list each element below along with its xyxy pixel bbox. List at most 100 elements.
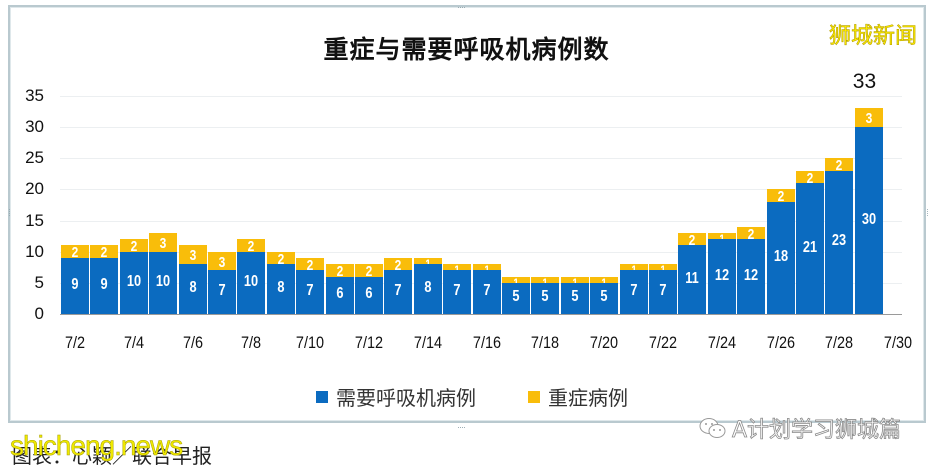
bar-value-severe: 1 (417, 258, 439, 270)
bar-value-severe: 3 (159, 234, 167, 252)
bar-segment-ventilator: 6 (325, 276, 354, 314)
bar-value-ventilator: 6 (336, 285, 344, 303)
bar-segment-ventilator: 9 (90, 257, 119, 314)
y-tick-label: 10 (25, 241, 44, 261)
brand-watermark: 狮城新闻 (828, 24, 918, 50)
stacked-bar[interactable]: 1 12 (707, 233, 736, 314)
legend-item-ventilator: 需要呼吸机病例 (316, 382, 476, 411)
bar-value-ventilator: 10 (126, 272, 141, 290)
bar-segment-severe: 2 (61, 245, 89, 260)
stacked-bar[interactable]: 2 10 (237, 238, 266, 314)
bar-segment-ventilator: 7 (619, 270, 648, 314)
bar-value-ventilator: 7 (306, 282, 314, 300)
gridline (60, 220, 902, 222)
bar-value-severe: 2 (101, 244, 108, 262)
bar-value-ventilator: 7 (218, 282, 226, 300)
stacked-bar[interactable]: 17 (619, 264, 648, 314)
bar-value-ventilator: 5 (541, 288, 549, 306)
wechat-watermark: A计划学习狮城篇 (698, 412, 901, 444)
resize-handle-left[interactable]: ···· (5, 208, 15, 216)
stacked-bar[interactable]: 2 23 (825, 158, 854, 314)
bar-value-ventilator: 10 (244, 272, 259, 290)
stacked-bar[interactable]: 17 (443, 264, 472, 314)
bar-segment-severe: 2 (766, 188, 795, 206)
bar-segment-ventilator: 5 (502, 282, 530, 314)
bar-segment-ventilator: 9 (61, 257, 89, 314)
bar-value-severe: 1 (652, 264, 674, 276)
bar-segment-severe: 2 (237, 238, 266, 256)
bar-value-ventilator: 12 (744, 266, 759, 284)
bar-segment-ventilator: 8 (266, 264, 295, 314)
bar-value-ventilator: 7 (453, 282, 461, 300)
bar-segment-severe: 1 (531, 276, 560, 289)
legend-label: 重症病例 (548, 386, 628, 410)
resize-handle-right[interactable]: ···· (923, 208, 933, 216)
bar-segment-severe: 3 (854, 108, 883, 128)
stacked-bar[interactable]: 15 (590, 276, 619, 314)
y-tick-label: 25 (25, 148, 44, 168)
bar-value-severe: 2 (777, 188, 784, 206)
chart-title: 重症与需要呼吸机病例数 (323, 35, 610, 64)
chart-legend: 需要呼吸机病例 重症病例 (316, 382, 680, 411)
bar-segment-ventilator: 5 (590, 282, 619, 314)
resize-handle-bottom[interactable]: ···· (457, 422, 466, 432)
stacked-bar[interactable]: 2 18 (766, 188, 795, 314)
bar-segment-ventilator: 7 (384, 270, 413, 314)
stacked-bar[interactable]: 15 (502, 276, 530, 314)
bar-value-ventilator: 5 (571, 288, 579, 306)
bar-value-ventilator: 7 (483, 282, 491, 300)
bar-segment-ventilator: 18 (766, 201, 795, 314)
bar-segment-severe: 2 (266, 251, 295, 267)
stacked-bar[interactable]: 3 10 (149, 233, 178, 314)
bar-segment-severe: 2 (119, 238, 148, 256)
bar-segment-ventilator: 5 (531, 282, 560, 314)
bar-value-severe: 2 (747, 225, 755, 243)
y-tick-label: 35 (25, 86, 44, 105)
stacked-bar[interactable]: 17 (649, 264, 677, 314)
bar-segment-severe: 2 (737, 225, 766, 243)
x-tick-label: 7/22 (648, 333, 678, 352)
stacked-bar[interactable]: 2 11 (678, 233, 707, 314)
stacked-bar[interactable]: 15 (560, 276, 589, 314)
resize-handle-top[interactable]: ···· (457, 2, 466, 12)
bar-value-severe: 1 (622, 264, 644, 276)
stacked-bar[interactable]: 2 12 (737, 225, 766, 314)
x-tick-label: 7/16 (472, 333, 501, 352)
bar-segment-ventilator: 12 (707, 239, 736, 314)
stacked-bar[interactable]: 3 30 (854, 108, 883, 314)
bar-segment-severe: 2 (355, 263, 383, 281)
bar-value-severe: 2 (365, 263, 373, 281)
bar-segment-severe: 1 (443, 264, 472, 276)
legend-item-severe: 重症病例 (528, 382, 628, 411)
bar-segment-severe: 2 (384, 257, 413, 273)
x-tick-label: 7/2 (64, 333, 86, 352)
bar-segment-ventilator: 11 (678, 245, 707, 314)
stacked-bar[interactable]: 17 (472, 264, 501, 314)
y-tick-label: 30 (25, 117, 44, 137)
bar-value-severe: 2 (130, 238, 138, 256)
bar-value-severe: 2 (248, 238, 255, 256)
y-tick-label: 0 (34, 304, 44, 323)
bar-segment-ventilator: 30 (854, 127, 883, 314)
x-tick-label: 7/12 (354, 333, 384, 352)
stacked-bar[interactable]: 18 (413, 257, 442, 314)
gridline (60, 158, 902, 160)
bar-value-ventilator: 5 (512, 288, 520, 306)
x-tick-label: 7/10 (296, 333, 325, 352)
stacked-bar[interactable]: 15 (531, 276, 560, 314)
figure-caption: 图表：心颖／联合早报 (12, 444, 212, 468)
stacked-bar[interactable]: 2 21 (796, 170, 824, 314)
gridline (60, 251, 902, 253)
bar-value-ventilator: 30 (861, 210, 876, 228)
bar-value-severe: 3 (218, 253, 226, 271)
stacked-bar[interactable]: 2 10 (119, 238, 148, 314)
